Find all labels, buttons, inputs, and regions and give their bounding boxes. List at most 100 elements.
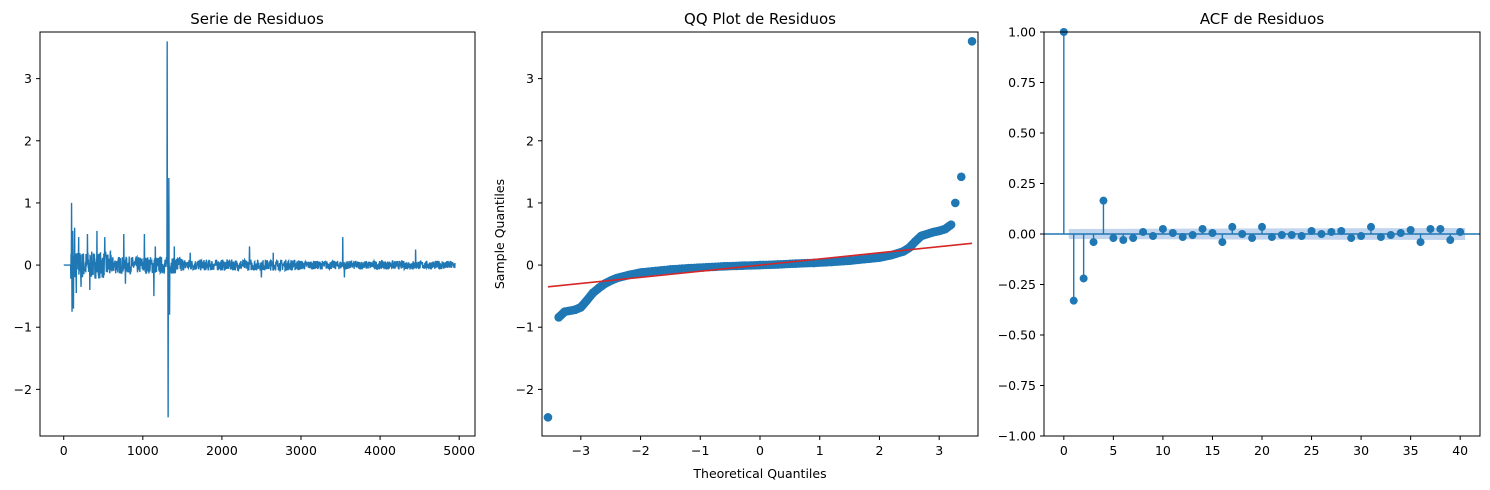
plot-frame	[541, 31, 979, 437]
acf-marker	[1099, 196, 1108, 205]
qq-point	[588, 288, 598, 298]
x-tick-label: 1000	[127, 443, 159, 458]
x-tick-label: 20	[1254, 443, 1270, 458]
acf-marker	[1416, 238, 1425, 247]
x-tick-label: −2	[631, 443, 649, 458]
qq-point	[827, 257, 836, 267]
acf-marker	[1198, 224, 1207, 233]
qq-point	[636, 268, 645, 277]
chart-title: QQ Plot de Residuos	[684, 10, 836, 28]
acf-marker	[1297, 232, 1306, 241]
acf-marker	[1267, 233, 1276, 242]
acf-marker	[1129, 234, 1138, 243]
y-tick-label: −0.75	[998, 378, 1036, 393]
acf-marker	[1248, 234, 1257, 243]
qq-point	[910, 237, 920, 246]
y-tick-label: −0.25	[998, 277, 1036, 292]
acf-marker	[1386, 231, 1395, 240]
x-tick-label: 40	[1452, 443, 1468, 458]
acf-marker	[1089, 238, 1098, 247]
qq-point	[701, 262, 711, 272]
acf-marker	[1426, 224, 1435, 233]
residual-series-panel: Serie de Residuos 0 1000 2000 3000 4000 5000 −…	[14, 10, 476, 458]
y-tick-label: −1	[516, 320, 534, 335]
qq-point	[887, 250, 896, 260]
acf-marker	[1139, 227, 1148, 236]
y-tick-label: 3	[526, 71, 534, 86]
qq-reference-line	[547, 242, 973, 288]
qq-point	[951, 198, 960, 208]
qq-point	[666, 265, 675, 274]
y-tick-label: −2	[14, 382, 32, 397]
y-tick-label: 1.00	[1008, 25, 1036, 40]
acf-marker	[1119, 236, 1128, 245]
x-tick-label: 0	[756, 443, 764, 458]
plot-frame	[1043, 31, 1481, 437]
x-tick-label: 0	[60, 443, 68, 458]
x-tick-label: −3	[572, 443, 590, 458]
qq-point	[560, 307, 569, 316]
y-axis-label: Sample Quantiles	[492, 179, 507, 289]
acf-marker	[1396, 228, 1405, 237]
y-tick-label: 0.75	[1008, 75, 1036, 90]
qq-point	[543, 413, 553, 422]
chart-title: Serie de Residuos	[190, 10, 324, 28]
qq-point	[684, 263, 693, 273]
y-tick-label: −2	[516, 382, 534, 397]
qq-point	[773, 260, 783, 269]
qq-point	[809, 258, 819, 268]
qq-point	[737, 261, 747, 270]
y-tick-label: 3	[24, 71, 32, 86]
x-tick-label: 25	[1304, 443, 1320, 458]
qq-point	[875, 253, 884, 262]
x-tick-label: 15	[1205, 443, 1221, 458]
x-tick-label: 10	[1155, 443, 1171, 458]
qq-point	[940, 224, 950, 234]
x-tick-label: 1	[816, 443, 824, 458]
y-tick-label: −1	[14, 320, 32, 335]
x-tick-label: 4000	[364, 443, 396, 458]
qq-point	[863, 254, 872, 264]
qq-point	[554, 312, 564, 322]
acf-marker	[1158, 224, 1167, 233]
acf-marker	[1327, 227, 1336, 236]
acf-marker	[1188, 231, 1197, 240]
x-tick-label: 5000	[443, 443, 475, 458]
acf-marker	[1376, 233, 1385, 242]
acf-marker	[1317, 230, 1326, 238]
x-tick-label: 3000	[285, 443, 317, 458]
y-tick-label: 2	[526, 133, 534, 148]
chart-title: ACF de Residuos	[1200, 10, 1325, 28]
acf-marker	[1287, 231, 1296, 240]
x-tick-label: −1	[691, 443, 709, 458]
acf-marker	[1218, 238, 1227, 247]
acf-marker	[1258, 222, 1266, 231]
acf-marker	[1446, 236, 1455, 245]
acf-marker	[1436, 224, 1445, 233]
y-tick-label: 0	[24, 258, 32, 273]
qq-point	[648, 266, 657, 276]
x-axis-label: Theoretical Quantiles	[692, 466, 826, 481]
y-tick-label: 0	[526, 258, 534, 273]
y-tick-label: −1.00	[998, 429, 1036, 444]
acf-marker	[1337, 226, 1346, 235]
qq-point	[845, 256, 854, 266]
acf-marker	[1347, 234, 1356, 243]
qq-point	[624, 270, 633, 280]
acf-marker	[1079, 274, 1088, 283]
x-tick-label: 0	[1060, 443, 1068, 458]
acf-marker	[1238, 230, 1247, 238]
x-tick-label: 2	[875, 443, 883, 458]
residual-series-line	[63, 41, 456, 418]
y-tick-label: 0.25	[1008, 176, 1036, 191]
x-tick-label: 3	[935, 443, 943, 458]
y-tick-label: 0.00	[1008, 227, 1036, 242]
acf-marker	[1109, 234, 1118, 243]
qq-point	[946, 220, 956, 229]
qq-point	[576, 303, 586, 312]
qq-point	[594, 283, 604, 293]
acf-marker	[1149, 232, 1157, 241]
x-tick-label: 35	[1403, 443, 1419, 458]
acf-panel: ACF de Residuos 0 5 10 15 20 25 30 35 40 −1.00 −0.…	[998, 10, 1481, 458]
x-tick-label: 5	[1109, 443, 1117, 458]
